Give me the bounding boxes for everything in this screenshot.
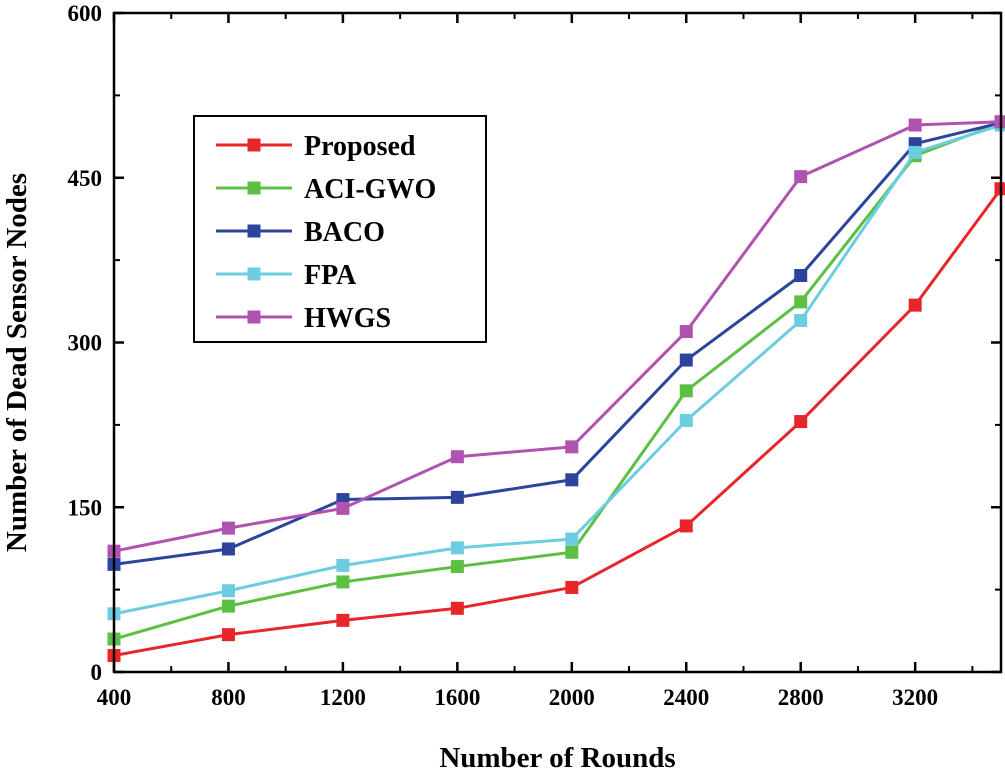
data-point-proposed	[565, 580, 579, 594]
legend: Proposed ACI-GWO BACO FPA HWGS	[193, 115, 487, 343]
data-point-hwgs	[565, 440, 579, 454]
data-point-hwgs	[794, 170, 808, 184]
legend-label-aci-gwo: ACI-GWO	[304, 174, 436, 205]
x-tick-label: 400	[97, 685, 132, 710]
data-point-fpa	[794, 314, 808, 328]
data-point-aci-gwo	[565, 545, 579, 559]
data-point-fpa	[450, 541, 464, 555]
data-point-baco	[565, 473, 579, 487]
legend-entry-fpa: FPA	[216, 260, 357, 291]
data-point-proposed	[336, 613, 350, 627]
data-point-aci-gwo	[221, 599, 235, 613]
data-point-aci-gwo	[679, 384, 693, 398]
data-point-baco	[450, 490, 464, 504]
y-tick-label: 0	[91, 660, 103, 685]
data-point-aci-gwo	[794, 295, 808, 309]
data-point-proposed	[221, 628, 235, 642]
y-tick-label: 600	[68, 1, 103, 26]
legend-entry-baco: BACO	[216, 217, 385, 248]
x-tick-label: 2800	[778, 685, 824, 710]
x-tick-label: 1200	[320, 685, 366, 710]
data-point-proposed	[908, 298, 922, 312]
tick-labels: 400 800 1200 1600 2000 2400 2800 3200 0 150 300 450…	[68, 1, 939, 710]
data-point-hwgs	[221, 521, 235, 535]
data-point-aci-gwo	[336, 575, 350, 589]
legend-box	[193, 115, 487, 343]
legend-label-hwgs: HWGS	[304, 303, 391, 334]
x-axis-title: Number of Rounds	[439, 742, 675, 773]
data-point-fpa	[336, 558, 350, 572]
data-point-hwgs	[450, 450, 464, 464]
legend-label-baco: BACO	[304, 217, 385, 248]
data-point-proposed	[679, 519, 693, 533]
data-point-fpa	[908, 145, 922, 159]
x-tick-label: 800	[211, 685, 246, 710]
data-point-proposed	[450, 601, 464, 615]
data-point-proposed	[794, 415, 808, 429]
legend-marker-aci-gwo	[247, 181, 261, 195]
legend-marker-fpa	[247, 267, 261, 281]
data-point-hwgs	[679, 325, 693, 339]
data-point-fpa	[221, 584, 235, 598]
x-tick-label: 2400	[663, 685, 709, 710]
legend-label-fpa: FPA	[304, 260, 357, 291]
legend-marker-hwgs	[247, 310, 261, 324]
data-point-baco	[679, 353, 693, 367]
legend-marker-baco	[247, 224, 261, 238]
data-point-baco	[221, 542, 235, 556]
data-point-aci-gwo	[450, 560, 464, 574]
data-point-baco	[794, 269, 808, 283]
data-point-fpa	[565, 532, 579, 546]
legend-label-proposed: Proposed	[304, 131, 416, 162]
data-point-hwgs	[336, 501, 350, 515]
legend-marker-proposed	[247, 138, 261, 152]
legend-entry-proposed: Proposed	[216, 131, 416, 162]
y-tick-label: 300	[68, 331, 103, 356]
y-axis-title: Number of Dead Sensor Nodes	[1, 173, 33, 552]
legend-entry-aci-gwo: ACI-GWO	[216, 174, 436, 205]
x-tick-label: 3200	[892, 685, 938, 710]
x-tick-label: 2000	[549, 685, 595, 710]
data-point-hwgs	[908, 118, 922, 132]
y-tick-label: 450	[68, 166, 103, 191]
x-tick-label: 1600	[434, 685, 480, 710]
plot-frame	[112, 11, 1003, 674]
legend-entry-hwgs: HWGS	[216, 303, 391, 334]
y-tick-label: 150	[68, 495, 103, 520]
data-point-fpa	[679, 413, 693, 427]
